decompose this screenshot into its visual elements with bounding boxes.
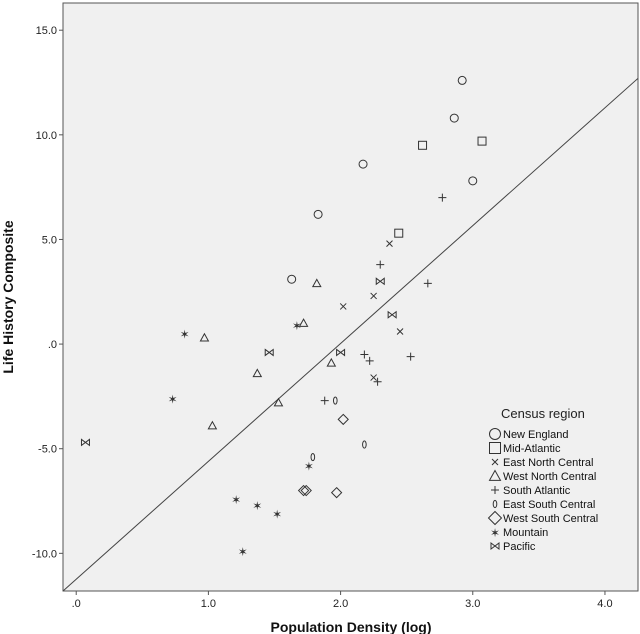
legend-marker (489, 428, 501, 440)
data-point (375, 277, 385, 286)
data-point (373, 377, 382, 386)
data-point (423, 279, 432, 288)
series-west-south-central (297, 413, 349, 499)
y-axis-title: Life History Composite (0, 220, 16, 373)
legend-marker (489, 442, 501, 454)
legend-label: West South Central (503, 513, 598, 525)
legend-title: Census region (501, 406, 585, 421)
y-tick-label: .0 (48, 339, 57, 351)
legend-marker (488, 469, 502, 481)
y-axis: -10.0 -5.0 .0 5.0 10.0 15.0 (32, 25, 63, 560)
data-point (394, 228, 404, 238)
data-point (252, 368, 263, 378)
data-point (477, 136, 487, 146)
data-point (298, 318, 309, 327)
x-axis-title: Population Density (log) (271, 619, 432, 634)
data-point: ✶ (168, 392, 178, 406)
x-tick-label: 4.0 (597, 598, 612, 610)
legend-label: Mid-Atlantic (503, 443, 561, 455)
data-point (337, 413, 349, 426)
y-tick-label: -10.0 (32, 548, 57, 560)
data-point (468, 176, 478, 186)
series-west-north-central (199, 278, 337, 430)
data-point (386, 240, 393, 247)
data-point (320, 396, 329, 405)
legend-marker (491, 486, 499, 494)
legend-marker (491, 458, 499, 466)
data-point (358, 159, 368, 169)
series-east-north-central (339, 240, 404, 381)
data-point (264, 348, 274, 357)
data-point (396, 328, 404, 335)
data-point (339, 303, 347, 310)
data-point: ✶ (292, 319, 302, 333)
legend-label: West North Central (503, 471, 596, 483)
data-point (418, 140, 428, 150)
y-tick-label: 10.0 (36, 130, 57, 142)
y-tick-label: -5.0 (38, 444, 57, 456)
plot-background (62, 2, 639, 592)
data-point (406, 352, 415, 361)
data-point (273, 397, 284, 407)
data-point (313, 209, 323, 219)
legend-label: East South Central (503, 499, 595, 511)
data-point (326, 357, 337, 367)
legend-label: Mountain (503, 527, 548, 539)
data-point: ✶ (238, 545, 248, 559)
data-point (449, 113, 459, 123)
y-tick-label: 15.0 (36, 25, 57, 37)
legend: Census region New England Mid-Atlantic Eas… (487, 406, 598, 553)
legend-label: Pacific (503, 541, 536, 553)
legend-marker (490, 542, 500, 550)
legend-label: New England (503, 429, 568, 441)
series-mid-atlantic (394, 136, 487, 238)
data-point (370, 292, 377, 300)
legend-marker: ✶ (490, 526, 500, 540)
x-tick-label: 3.0 (465, 598, 480, 610)
data-point (287, 274, 297, 284)
series-south-atlantic (320, 193, 447, 405)
x-tick-label: 2.0 (333, 598, 348, 610)
y-tick-label: 5.0 (42, 234, 57, 246)
data-point (80, 438, 90, 447)
series-mountain: ✶ ✶ ✶ ✶ ✶ ✶ ✶ ✶ (168, 319, 314, 559)
plot-area: ✶ ✶ ✶ ✶ ✶ ✶ ✶ ✶ (62, 75, 639, 592)
series-pacific (80, 277, 397, 447)
data-point: ✶ (272, 508, 282, 522)
data-point (311, 278, 322, 288)
data-point (438, 193, 447, 202)
legend-marker (492, 499, 498, 509)
data-point (365, 356, 374, 365)
data-point (310, 452, 316, 462)
data-point (360, 350, 369, 359)
series-east-south-central (310, 396, 367, 462)
data-point (376, 260, 385, 269)
data-point (336, 348, 346, 357)
legend-marker (487, 510, 503, 526)
legend-label: South Atlantic (503, 485, 571, 497)
data-point (330, 486, 343, 499)
data-point (207, 420, 218, 430)
x-tick-label: 1.0 (201, 598, 216, 610)
data-point: ✶ (180, 328, 190, 342)
data-point: ✶ (231, 493, 241, 507)
fit-line (62, 77, 639, 592)
data-point (362, 440, 367, 449)
x-axis: .0 1.0 2.0 3.0 4.0 (72, 591, 613, 610)
data-point: ✶ (252, 499, 262, 513)
data-point (300, 484, 312, 497)
data-point (199, 332, 210, 342)
data-point: ✶ (304, 459, 314, 473)
data-point (332, 396, 338, 405)
series-new-england (287, 75, 478, 284)
data-point (387, 310, 397, 319)
legend-label: East North Central (503, 457, 593, 469)
x-tick-label: .0 (72, 598, 81, 610)
data-point (457, 75, 467, 85)
data-point (297, 484, 310, 497)
data-point (370, 374, 377, 381)
